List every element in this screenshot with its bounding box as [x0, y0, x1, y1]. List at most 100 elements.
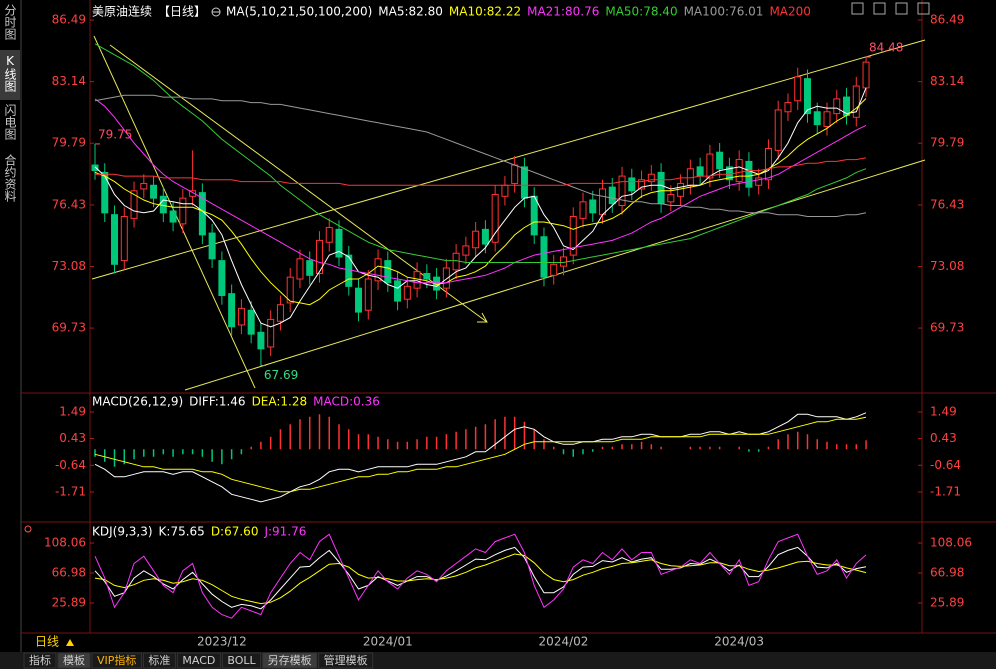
- toolbar-label[interactable]: 模板: [63, 653, 85, 667]
- candle-body: [150, 184, 158, 199]
- icon[interactable]: [895, 2, 908, 15]
- toolbar-label[interactable]: BOLL: [227, 654, 256, 667]
- y-tick-label: 73.08: [930, 259, 964, 273]
- y-tick-label: 1.49: [930, 405, 957, 419]
- toolbar-label[interactable]: 指标: [29, 653, 51, 667]
- candle-body: [589, 199, 597, 214]
- candle-body: [374, 258, 382, 282]
- candle-body: [169, 210, 177, 223]
- toolbar-tab[interactable]: [176, 652, 221, 669]
- candle-body: [481, 228, 489, 245]
- candle-body: [511, 164, 519, 184]
- candle-body: [91, 164, 99, 172]
- legend-entry: MA200: [769, 5, 810, 19]
- y-tick-label: 79.79: [52, 136, 86, 150]
- legend-entry: K:75.65: [159, 525, 205, 539]
- icon[interactable]: [851, 2, 864, 15]
- period-arrow: [66, 639, 74, 646]
- legend-entry: MA100:76.01: [684, 5, 764, 19]
- y-tick-label: 0.43: [930, 431, 957, 445]
- candle-body: [325, 227, 333, 243]
- toolbar-label[interactable]: 另存模板: [268, 653, 312, 667]
- legend-entry: DIFF:1.46: [189, 395, 245, 409]
- trend-line: [91, 39, 926, 280]
- side-tab[interactable]: 闪电图: [3, 104, 17, 140]
- toolbar-label[interactable]: 管理模板: [324, 653, 368, 667]
- toolbar-tab[interactable]: [91, 652, 142, 669]
- toolbar-tab[interactable]: [318, 652, 374, 669]
- candle-body: [276, 304, 284, 322]
- x-tick-label: 2024/02: [539, 635, 589, 649]
- candle-body: [403, 285, 411, 300]
- chart-subtitle: 【日线】: [158, 5, 206, 19]
- candle-body: [472, 230, 480, 249]
- toolbar-icons: [851, 2, 930, 15]
- x-tick-label: 2023/12: [197, 635, 247, 649]
- candle-body: [296, 258, 304, 280]
- toolbar-label[interactable]: MACD: [182, 654, 215, 667]
- candle-body: [794, 76, 802, 102]
- legend-entry: J:91.76: [263, 525, 306, 539]
- line-series: [94, 98, 867, 306]
- line-series: [94, 94, 867, 217]
- y-tick-label: 76.43: [52, 197, 86, 211]
- y-tick-label: 25.89: [930, 595, 964, 609]
- candle-body: [755, 177, 763, 186]
- candle-body: [442, 267, 450, 289]
- candle-body: [803, 78, 811, 115]
- toolbar-tab[interactable]: [23, 652, 57, 669]
- toolbar-tab[interactable]: [262, 652, 318, 669]
- candle-body: [286, 276, 294, 304]
- candle-body: [628, 177, 636, 192]
- candle-body: [735, 159, 743, 183]
- toolbar-label[interactable]: 标准: [148, 653, 170, 667]
- candle-body: [267, 318, 275, 348]
- icon[interactable]: [917, 2, 930, 15]
- candle-body: [530, 195, 538, 236]
- side-active: [0, 50, 20, 100]
- candle-body: [608, 186, 616, 205]
- toolbar-tab[interactable]: [221, 652, 262, 669]
- y-tick-label: 66.98: [930, 566, 964, 580]
- chart-title: KDJ(9,3,3): [92, 525, 153, 539]
- y-tick-label: 1.49: [59, 405, 86, 419]
- x-tick-label: 2024/03: [714, 635, 764, 649]
- candle-body: [413, 271, 421, 289]
- side-tab[interactable]: 合约资料: [3, 154, 17, 202]
- y-tick-label: 76.43: [930, 197, 964, 211]
- legend-entry: DEA:1.28: [252, 395, 308, 409]
- legend-entry: MA10:82.22: [449, 5, 521, 19]
- side-tab[interactable]: K线图: [3, 54, 17, 92]
- candle-body: [111, 214, 119, 265]
- y-tick-label: 86.49: [930, 13, 964, 27]
- candle-body: [774, 109, 782, 151]
- candle-body: [179, 197, 187, 225]
- icon[interactable]: [873, 2, 886, 15]
- y-tick-label: 0.43: [59, 431, 86, 445]
- candle-body: [764, 148, 772, 181]
- candle-body: [394, 280, 402, 302]
- toolbar-label[interactable]: VIP指标: [97, 653, 136, 667]
- toolbar-tab[interactable]: [57, 652, 91, 669]
- period-label[interactable]: 日线: [35, 635, 59, 649]
- candle-body: [257, 331, 265, 350]
- candle-body: [833, 98, 841, 115]
- candle-body: [667, 193, 675, 203]
- candle-body: [852, 85, 860, 118]
- candle-body: [355, 287, 363, 313]
- candle-body: [501, 184, 509, 197]
- candle-body: [862, 61, 870, 89]
- y-tick-label: -1.71: [930, 485, 961, 499]
- candle-body: [228, 293, 236, 328]
- line-series: [94, 553, 867, 605]
- side-tab[interactable]: 分时图: [3, 4, 17, 40]
- legend-entry: MACD:0.36: [313, 395, 380, 409]
- legend-entry: MA21:80.76: [527, 5, 599, 19]
- candle-body: [140, 182, 148, 190]
- candle-body: [491, 193, 499, 243]
- y-tick-label: 108.06: [44, 536, 86, 550]
- chart-title: MACD(26,12,9): [92, 395, 183, 409]
- toolbar-tab[interactable]: [142, 652, 176, 669]
- y-tick-label: 83.14: [52, 74, 86, 88]
